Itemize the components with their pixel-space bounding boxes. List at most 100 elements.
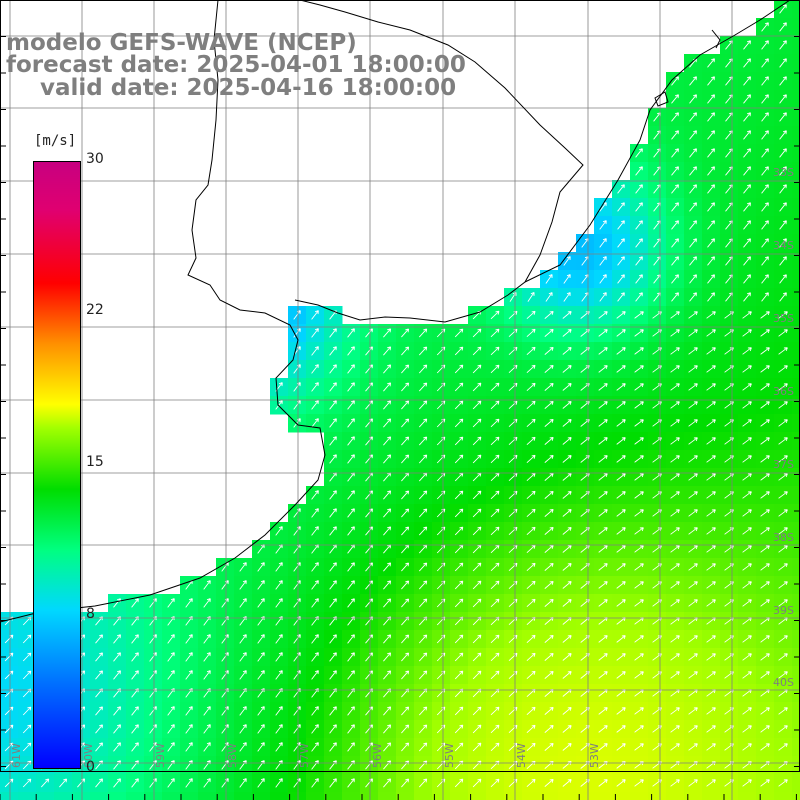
wind-arrow (562, 671, 572, 679)
wind-arrow (293, 760, 301, 770)
wind-arrow (22, 670, 32, 680)
wind-arrow (742, 365, 752, 373)
wind-arrow (401, 508, 410, 518)
wind-arrow (562, 437, 572, 445)
wind-arrow (707, 238, 715, 248)
wind-arrow (779, 4, 787, 14)
wind-arrow (598, 545, 608, 553)
colorbar-tick: 0 (86, 759, 95, 775)
wind-speed-cell (504, 792, 523, 800)
wind-arrow (329, 706, 337, 716)
wind-speed-cell (36, 792, 55, 800)
wind-arrow (742, 455, 752, 463)
wind-speed-cell (792, 450, 800, 469)
wind-arrow (490, 418, 500, 428)
lat-label: 34S (773, 239, 794, 252)
wind-arrow (761, 166, 769, 176)
wind-arrow (634, 455, 644, 463)
wind-arrow (221, 652, 229, 662)
wind-arrow (203, 706, 211, 716)
wind-arrow (562, 401, 572, 409)
wind-arrow (617, 292, 625, 302)
wind-arrow (706, 473, 716, 481)
wind-speed-cell (792, 306, 800, 325)
wind-arrow (706, 347, 716, 355)
wind-speed-cell (792, 720, 800, 739)
wind-arrow (742, 545, 752, 553)
wind-arrow (526, 328, 536, 338)
wind-arrow (634, 437, 644, 445)
wind-arrow (347, 634, 355, 644)
wind-arrow (598, 509, 608, 517)
wind-arrow (221, 742, 229, 752)
wind-arrow (760, 347, 770, 355)
wind-arrow (329, 346, 337, 356)
wind-arrow (113, 742, 121, 752)
wind-arrow (707, 184, 715, 194)
wind-arrow (742, 779, 752, 787)
wind-speed-cell (792, 108, 800, 127)
wind-arrow (670, 509, 680, 517)
wind-arrow (742, 527, 752, 535)
wind-arrow (670, 365, 680, 373)
wind-arrow (562, 599, 572, 607)
wind-arrow (671, 148, 679, 158)
wind-speed-cell (792, 630, 800, 649)
wind-speed-cell (396, 792, 415, 800)
wind-arrow (742, 401, 752, 409)
wind-arrow (634, 401, 644, 409)
wind-arrow (401, 436, 410, 446)
wind-arrow (526, 364, 536, 374)
wind-arrow (688, 581, 698, 589)
wind-arrow (779, 130, 787, 140)
wind-arrow (562, 527, 572, 535)
wind-speed-cell (468, 792, 487, 800)
wind-arrow (311, 634, 319, 644)
wind-arrow (562, 329, 572, 337)
wind-arrow (454, 526, 464, 536)
wind-arrow (329, 490, 337, 500)
wind-arrow (95, 760, 103, 770)
wind-arrow (670, 527, 680, 535)
wind-speed-cell (792, 414, 800, 433)
wind-speed-cell (486, 792, 505, 800)
wind-arrow (544, 490, 554, 499)
wind-arrow (778, 671, 788, 679)
wind-arrow (383, 382, 392, 392)
wind-arrow (472, 706, 482, 716)
wind-arrow (707, 148, 715, 158)
wind-arrow (329, 598, 337, 608)
wind-arrow (778, 545, 788, 553)
wind-arrow (635, 202, 643, 212)
wind-arrow (526, 526, 536, 536)
wind-arrow (347, 724, 355, 734)
wind-arrow (221, 670, 229, 680)
wind-arrow (689, 184, 697, 194)
wind-arrow (95, 670, 103, 680)
wind-arrow (761, 40, 769, 50)
lat-label: 38S (773, 531, 794, 544)
wind-arrow (95, 778, 103, 788)
wind-speed-cell (792, 234, 800, 253)
wind-arrow (185, 778, 193, 788)
wind-arrow (742, 653, 752, 661)
wind-arrow (761, 238, 769, 248)
wind-arrow (562, 365, 572, 373)
wind-arrow (688, 743, 698, 751)
wind-arrow (742, 509, 752, 517)
wind-arrow (401, 400, 410, 410)
wind-arrow (778, 707, 788, 715)
wind-arrow (688, 347, 698, 355)
wind-arrow (221, 634, 229, 644)
wind-arrow (760, 653, 770, 661)
wind-arrow (743, 184, 751, 194)
wind-arrow (311, 346, 319, 356)
wind-speed-cell (288, 792, 307, 800)
wind-arrow (634, 635, 644, 643)
wind-arrow (544, 778, 554, 787)
wind-arrow (311, 760, 319, 770)
wind-arrow (706, 653, 716, 661)
wind-arrow (454, 364, 464, 374)
wind-arrow (472, 382, 482, 392)
wind-arrow (311, 742, 319, 752)
